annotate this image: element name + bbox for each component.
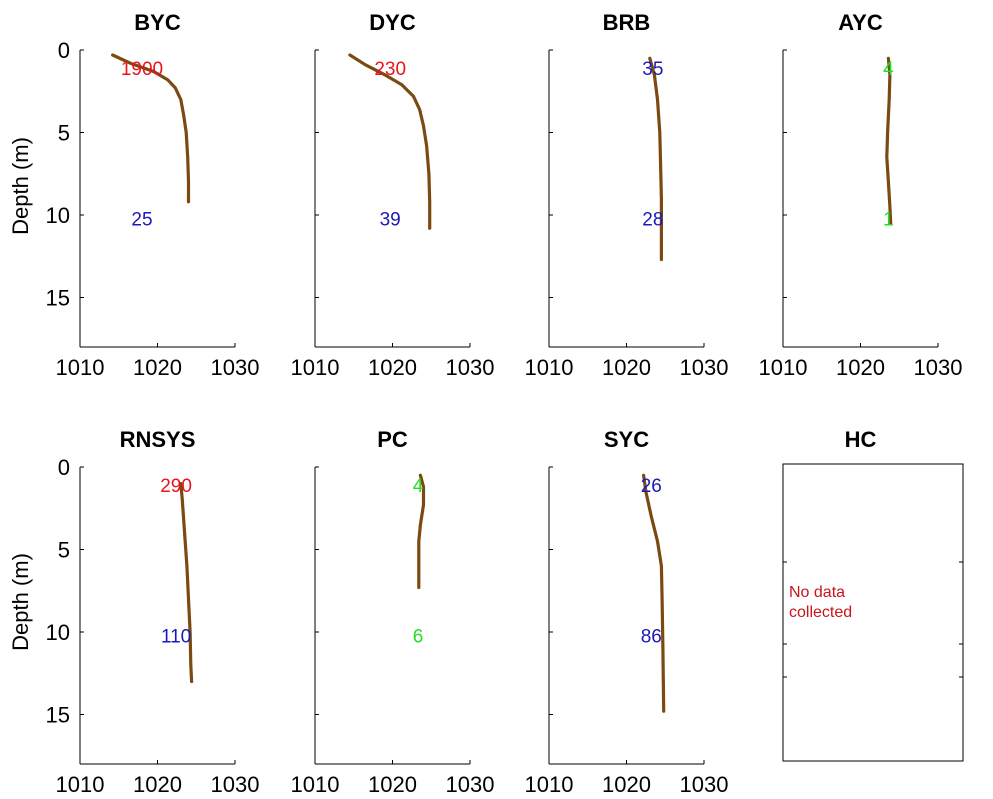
density-profile-line — [417, 473, 426, 590]
data-label: 230 — [374, 59, 406, 80]
panel-byc: BYC 0 5 10 15 1010 1020 1030 1900 25 — [46, 10, 260, 380]
panel-title: RNSYS — [120, 427, 196, 452]
x-tick-label: 1020 — [836, 355, 885, 380]
x-tick-label: 1030 — [446, 355, 495, 380]
data-label: 1 — [883, 209, 894, 230]
x-tick-label: 1010 — [56, 772, 105, 797]
x-tick-label: 1030 — [446, 772, 495, 797]
panel-syc: SYC 1010 1020 1030 26 86 — [525, 427, 729, 797]
data-label: 4 — [413, 476, 424, 497]
panel-title: HC — [845, 427, 877, 452]
density-profile-line — [648, 56, 663, 262]
density-profile-line — [642, 473, 666, 713]
no-data-note: collected — [789, 604, 852, 621]
panel-title: BYC — [134, 10, 181, 35]
panel-title: PC — [377, 427, 408, 452]
x-tick-label: 1020 — [602, 355, 651, 380]
x-tick-label: 1010 — [291, 772, 340, 797]
x-tick-label: 1030 — [680, 355, 729, 380]
data-label: 26 — [641, 476, 662, 497]
y-tick-label: 15 — [46, 286, 70, 311]
x-tick-label: 1020 — [133, 355, 182, 380]
panel-title: AYC — [838, 10, 883, 35]
density-profile-line — [885, 56, 893, 225]
density-profile-line — [111, 53, 191, 204]
x-tick-label: 1030 — [211, 772, 260, 797]
x-tick-label: 1020 — [368, 772, 417, 797]
y-tick-label: 15 — [46, 703, 70, 728]
x-tick-label: 1010 — [291, 355, 340, 380]
data-label: 6 — [413, 626, 424, 647]
density-profile-line — [179, 481, 194, 684]
panel-title: BRB — [603, 10, 651, 35]
panel-rnsys: RNSYS 0 5 10 15 1010 1020 1030 290 110 — [46, 427, 260, 797]
x-tick-label: 1030 — [680, 772, 729, 797]
x-tick-label: 1010 — [759, 355, 808, 380]
data-label: 86 — [641, 626, 662, 647]
x-tick-label: 1020 — [133, 772, 182, 797]
density-profile-line — [348, 53, 432, 230]
panel-pc: PC 1010 1020 1030 4 6 — [291, 427, 495, 797]
no-data-note: No data — [789, 584, 845, 601]
data-label: 290 — [160, 476, 192, 497]
data-label: 39 — [380, 209, 401, 230]
axes-box — [782, 463, 964, 762]
y-tick-label: 0 — [58, 38, 70, 63]
y-tick-label: 0 — [58, 455, 70, 480]
y-tick-label: 5 — [58, 538, 70, 563]
y-tick-label: 10 — [46, 620, 70, 645]
data-label: 28 — [642, 209, 663, 230]
x-tick-label: 1010 — [525, 355, 574, 380]
x-tick-label: 1030 — [914, 355, 963, 380]
panel-title: DYC — [369, 10, 416, 35]
panel-brb: BRB 1010 1020 1030 35 28 — [525, 10, 729, 380]
data-label: 25 — [131, 209, 152, 230]
y-tick-label: 5 — [58, 121, 70, 146]
data-label: 4 — [883, 59, 894, 80]
panel-ayc: AYC 1010 1020 1030 4 1 — [759, 10, 963, 380]
data-label: 1900 — [121, 59, 163, 80]
data-label: 35 — [642, 59, 663, 80]
y-axis-label-top: Depth (m) — [8, 137, 33, 235]
x-tick-label: 1020 — [368, 355, 417, 380]
x-tick-label: 1010 — [56, 355, 105, 380]
panel-hc: HC No data collected — [782, 427, 964, 762]
panel-dyc: DYC 1010 1020 1030 230 39 — [291, 10, 495, 380]
panel-title: SYC — [604, 427, 649, 452]
y-tick-label: 10 — [46, 203, 70, 228]
x-tick-label: 1010 — [525, 772, 574, 797]
data-label: 110 — [161, 626, 191, 647]
y-axis-label-bottom: Depth (m) — [8, 553, 33, 651]
x-tick-label: 1020 — [602, 772, 651, 797]
x-tick-label: 1030 — [211, 355, 260, 380]
